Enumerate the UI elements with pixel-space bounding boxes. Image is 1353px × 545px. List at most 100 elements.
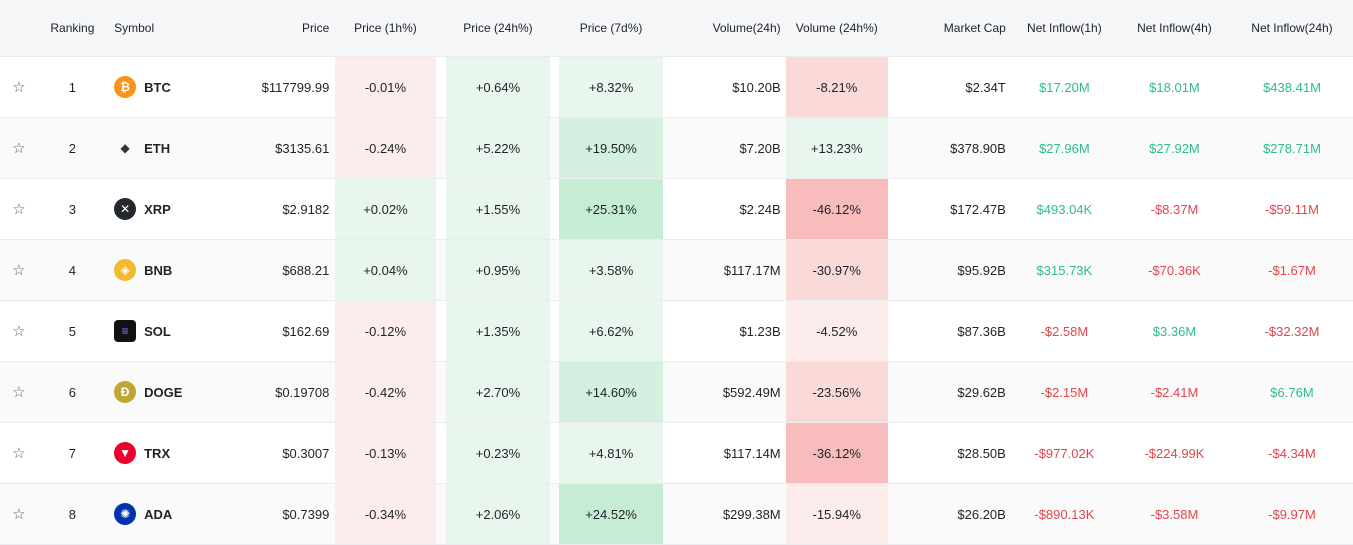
table-row[interactable]: ☆ 3 ✕ XRP $2.9182 +0.02% +1.55% +25.31% … [0,179,1353,240]
header-volume-24h[interactable]: Volume(24h) [712,21,781,35]
symbol-wrap[interactable]: ≡ SOL [114,320,171,342]
price-24h-cell: +1.55% [446,179,550,239]
volume-24h-cell: $117.17M [723,262,781,278]
star-icon[interactable]: ☆ [12,262,26,279]
symbol-wrap[interactable]: ✕ XRP [114,198,171,220]
star-icon[interactable]: ☆ [12,445,26,462]
symbol-cell[interactable]: Ð DOGE [107,362,221,422]
favorite-star-icon[interactable]: ☆ [0,118,38,178]
favorite-star-icon[interactable]: ☆ [0,57,38,117]
inflow-4h-cell: -$2.41M [1150,384,1199,400]
inflow-1h-cell: $493.04K [1036,201,1093,217]
table-row[interactable]: ☆ 8 ✺ ADA $0.7399 -0.34% +2.06% +24.52% … [0,484,1353,545]
symbol-wrap[interactable]: Ð DOGE [114,381,182,403]
symbol-cell[interactable]: ▼ TRX [107,423,221,483]
symbol-wrap[interactable]: ▼ TRX [114,442,170,464]
market-cap-cell: $172.47B [950,201,1006,217]
star-icon[interactable]: ☆ [12,506,26,523]
star-icon[interactable]: ☆ [12,384,26,401]
table-row[interactable]: ☆ 1 ₿ BTC $117799.99 -0.01% +0.64% +8.32… [0,57,1353,118]
price-7d-cell: +3.58% [559,240,663,300]
symbol-cell[interactable]: ≡ SOL [107,301,221,361]
price-7d-cell: +6.62% [559,301,663,361]
market-cap-cell: $29.62B [957,384,1006,400]
volume-24h-cell: $299.38M [722,506,781,522]
star-icon[interactable]: ☆ [12,323,26,340]
favorite-star-icon[interactable]: ☆ [0,240,38,300]
inflow-1h-cell: -$890.13K [1034,506,1095,522]
symbol-cell[interactable]: ◈ BNB [107,240,221,300]
symbol-label[interactable]: TRX [144,445,171,461]
volume-24h-pct-cell: -23.56% [785,362,888,422]
symbol-wrap[interactable]: ◈ BNB [114,259,172,281]
price-1h-cell: -0.42% [335,362,436,422]
symbol-cell[interactable]: ◆ ETH [107,118,221,178]
price-7d-cell: +19.50% [559,118,663,178]
symbol-label[interactable]: SOL [144,323,171,339]
star-icon[interactable]: ☆ [12,140,26,157]
favorite-star-icon[interactable]: ☆ [0,179,38,239]
table-row[interactable]: ☆ 7 ▼ TRX $0.3007 -0.13% +0.23% +4.81% $… [0,423,1353,484]
symbol-label[interactable]: ADA [144,506,173,522]
table-row[interactable]: ☆ 4 ◈ BNB $688.21 +0.04% +0.95% +3.58% $… [0,240,1353,301]
rank-cell: 6 [68,384,77,400]
market-cap-cell: $28.50B [957,445,1006,461]
header-price-1h[interactable]: Price (1h%) [354,21,417,35]
star-icon[interactable]: ☆ [12,201,26,218]
symbol-label[interactable]: BNB [144,262,173,278]
inflow-4h-cell: -$224.99K [1144,445,1205,461]
price-1h-cell: -0.13% [335,423,436,483]
header-inflow-24h[interactable]: Net Inflow(24h) [1251,21,1333,35]
volume-24h-cell: $7.20B [739,140,781,156]
price-24h-cell: +0.95% [446,240,550,300]
symbol-label[interactable]: XRP [144,201,171,217]
header-ranking[interactable]: Ranking [50,21,95,35]
inflow-4h-cell: $27.92M [1149,140,1200,156]
symbol-label[interactable]: ETH [144,140,171,156]
favorite-star-icon[interactable]: ☆ [0,484,38,544]
header-price-24h[interactable]: Price (24h%) [463,21,533,35]
header-symbol[interactable]: Symbol [114,21,155,35]
symbol-cell[interactable]: ✺ ADA [107,484,221,544]
symbol-label[interactable]: BTC [144,79,171,95]
table-row[interactable]: ☆ 6 Ð DOGE $0.19708 -0.42% +2.70% +14.60… [0,362,1353,423]
header-gap [436,0,447,56]
price-cell: $3135.61 [275,140,330,156]
table-row[interactable]: ☆ 2 ◆ ETH $3135.61 -0.24% +5.22% +19.50%… [0,118,1353,179]
table-row[interactable]: ☆ 5 ≡ SOL $162.69 -0.12% +1.35% +6.62% $… [0,301,1353,362]
volume-24h-cell: $1.23B [739,323,781,339]
gap [550,301,560,361]
header-inflow-4h[interactable]: Net Inflow(4h) [1137,21,1212,35]
symbol-cell[interactable]: ₿ BTC [107,57,221,117]
price-cell: $162.69 [282,323,330,339]
header-price-7d[interactable]: Price (7d%) [579,21,643,35]
favorite-star-icon[interactable]: ☆ [0,362,38,422]
inflow-4h-cell: -$3.58M [1150,506,1199,522]
market-cap-cell: $26.20B [957,506,1006,522]
symbol-wrap[interactable]: ✺ ADA [114,503,172,525]
price-cell: $2.9182 [282,201,330,217]
header-volume-24h-pct[interactable]: Volume (24h%) [795,21,878,35]
symbol-wrap[interactable]: ◆ ETH [114,137,170,159]
inflow-24h-cell: $438.41M [1263,79,1321,95]
star-icon[interactable]: ☆ [12,79,26,96]
favorite-star-icon[interactable]: ☆ [0,301,38,361]
market-cap-cell: $87.36B [957,323,1006,339]
rank-cell: 7 [68,445,77,461]
symbol-label[interactable]: DOGE [144,384,183,400]
price-cell: $688.21 [282,262,330,278]
inflow-24h-cell: $278.71M [1263,140,1321,156]
inflow-1h-cell: -$2.15M [1040,384,1089,400]
header-market-cap[interactable]: Market Cap [943,21,1006,35]
header-price[interactable]: Price [301,21,330,35]
price-7d-cell: +14.60% [559,362,663,422]
price-24h-cell: +2.70% [446,362,550,422]
price-cell: $117799.99 [261,79,330,95]
price-1h-cell: +0.02% [335,179,436,239]
volume-24h-pct-cell: -46.12% [785,179,888,239]
favorite-star-icon[interactable]: ☆ [0,423,38,483]
volume-24h-pct-cell: +13.23% [785,118,888,178]
symbol-cell[interactable]: ✕ XRP [107,179,221,239]
symbol-wrap[interactable]: ₿ BTC [114,76,171,98]
header-inflow-1h[interactable]: Net Inflow(1h) [1027,21,1102,35]
